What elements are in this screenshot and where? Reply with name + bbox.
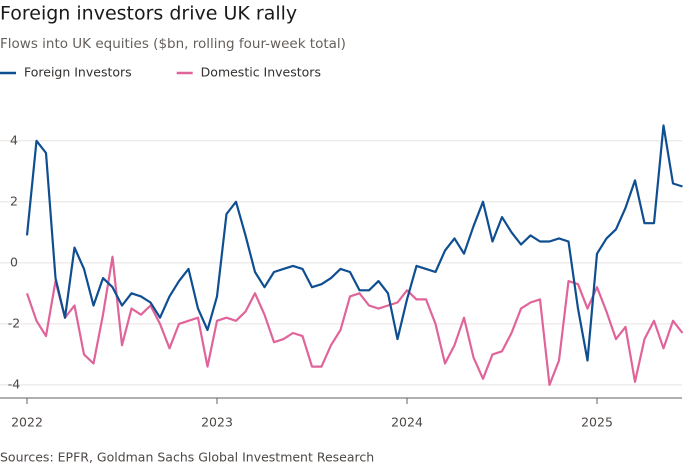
x-tick-label: 2023 (201, 415, 233, 430)
y-tick-label: -4 (8, 376, 21, 391)
chart-title: Foreign investors drive UK rally (0, 3, 297, 25)
series-line (25, 255, 684, 386)
source-note: Sources: EPFR, Goldman Sachs Global Inve… (0, 450, 374, 465)
y-tick-label: -2 (8, 315, 20, 330)
x-tick-label: 2024 (391, 415, 423, 430)
legend-label: Foreign Investors (24, 65, 132, 80)
y-tick-label: 2 (10, 193, 18, 208)
y-tick-label: 4 (10, 132, 18, 147)
y-tick-label: 0 (10, 254, 18, 269)
legend-label: Domestic Investors (201, 65, 321, 80)
x-tick-label: 2025 (581, 415, 613, 430)
series-line (25, 124, 683, 362)
x-tick-label: 2022 (11, 415, 43, 430)
chart-subtitle: Flows into UK equities ($bn, rolling fou… (0, 36, 346, 52)
